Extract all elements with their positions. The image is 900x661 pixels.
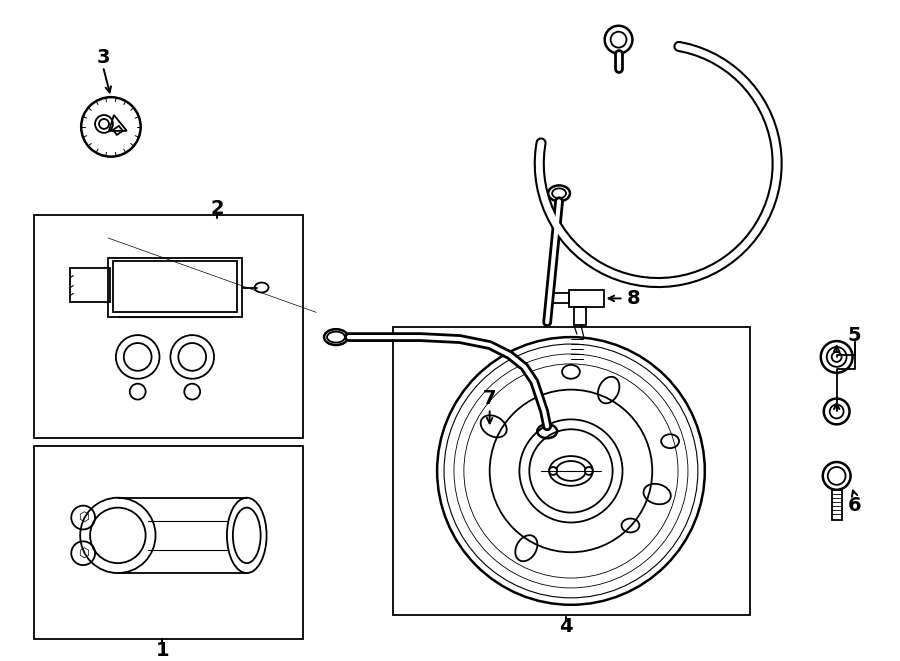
Bar	[70, 268, 110, 302]
Bar	[551, 293, 569, 303]
Bar	[33, 446, 303, 639]
Text: 3: 3	[96, 48, 110, 67]
Circle shape	[585, 467, 593, 475]
Text: ⬡: ⬡	[77, 511, 88, 524]
Text: 1: 1	[156, 641, 169, 660]
Circle shape	[549, 467, 557, 475]
Text: 8: 8	[626, 289, 640, 308]
Bar	[112, 260, 237, 312]
Bar	[108, 258, 242, 317]
Bar	[569, 290, 604, 307]
Text: 4: 4	[559, 617, 572, 636]
Text: 2: 2	[211, 199, 224, 217]
Bar	[33, 215, 303, 438]
Text: 5: 5	[848, 326, 861, 344]
Bar	[832, 490, 842, 520]
Text: ⬡: ⬡	[77, 547, 88, 560]
Text: 6: 6	[848, 496, 861, 515]
Bar	[574, 307, 586, 325]
Bar	[393, 327, 751, 615]
Text: 7: 7	[483, 389, 497, 408]
